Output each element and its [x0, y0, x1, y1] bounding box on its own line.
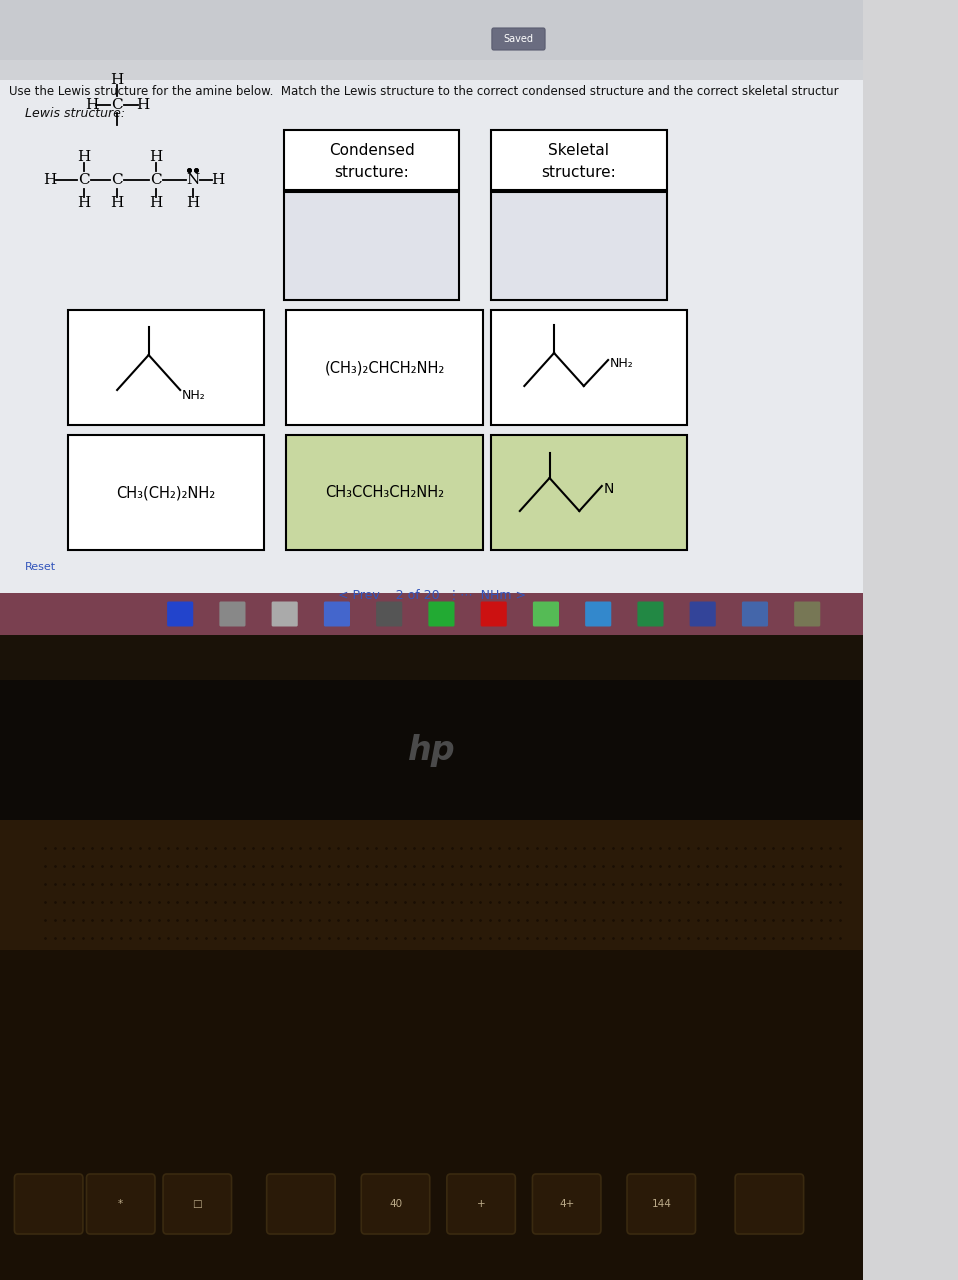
FancyBboxPatch shape: [446, 1174, 515, 1234]
Bar: [286, 435, 483, 550]
Bar: [0, 60, 863, 81]
Text: hp: hp: [408, 733, 455, 767]
Text: CH₃CCH₃CH₂NH₂: CH₃CCH₃CH₂NH₂: [325, 485, 445, 500]
Text: H: H: [149, 150, 163, 164]
FancyBboxPatch shape: [376, 602, 402, 626]
Text: *: *: [118, 1199, 124, 1210]
Text: 4+: 4+: [559, 1199, 574, 1210]
Text: H: H: [110, 73, 124, 87]
Text: structure:: structure:: [334, 165, 409, 179]
FancyBboxPatch shape: [86, 1174, 155, 1234]
Bar: [0, 593, 863, 635]
Bar: [491, 310, 688, 425]
FancyBboxPatch shape: [794, 602, 820, 626]
Text: NH₂: NH₂: [610, 357, 633, 370]
Bar: [491, 131, 667, 189]
Text: H: H: [212, 173, 224, 187]
Text: N: N: [186, 173, 199, 187]
Text: □: □: [193, 1199, 202, 1210]
Text: 144: 144: [651, 1199, 672, 1210]
Text: H: H: [136, 99, 149, 113]
Text: N: N: [604, 483, 614, 497]
Bar: [0, 0, 863, 60]
FancyBboxPatch shape: [361, 1174, 430, 1234]
Text: H: H: [43, 173, 57, 187]
Text: +: +: [477, 1199, 486, 1210]
Text: C: C: [150, 173, 162, 187]
FancyBboxPatch shape: [163, 1174, 232, 1234]
Text: H: H: [78, 150, 90, 164]
Text: Skeletal: Skeletal: [548, 142, 609, 157]
FancyBboxPatch shape: [627, 1174, 696, 1234]
Text: H: H: [110, 196, 124, 210]
Text: structure:: structure:: [541, 165, 616, 179]
Text: Condensed: Condensed: [329, 142, 415, 157]
Bar: [0, 0, 863, 680]
FancyBboxPatch shape: [585, 602, 611, 626]
Bar: [284, 192, 460, 300]
Bar: [68, 435, 264, 550]
FancyBboxPatch shape: [324, 602, 350, 626]
Text: Saved: Saved: [503, 35, 533, 44]
FancyBboxPatch shape: [428, 602, 454, 626]
FancyBboxPatch shape: [533, 602, 559, 626]
FancyBboxPatch shape: [491, 28, 545, 50]
Text: C: C: [111, 99, 123, 113]
Text: Lewis structure:: Lewis structure:: [25, 108, 125, 120]
Text: 40: 40: [389, 1199, 402, 1210]
FancyBboxPatch shape: [14, 1174, 83, 1234]
Bar: [0, 950, 863, 1280]
FancyBboxPatch shape: [481, 602, 507, 626]
Text: (CH₃)₂CHCH₂NH₂: (CH₃)₂CHCH₂NH₂: [325, 360, 445, 375]
FancyBboxPatch shape: [735, 1174, 804, 1234]
FancyBboxPatch shape: [167, 602, 194, 626]
Text: H: H: [85, 99, 99, 113]
Bar: [286, 310, 483, 425]
FancyBboxPatch shape: [266, 1174, 335, 1234]
Text: < Prev    2 of 20  ⋮⋯  NHm >: < Prev 2 of 20 ⋮⋯ NHm >: [337, 589, 526, 602]
Text: H: H: [186, 196, 199, 210]
Bar: [0, 820, 863, 950]
FancyBboxPatch shape: [690, 602, 716, 626]
Bar: [491, 435, 688, 550]
Text: C: C: [111, 173, 123, 187]
Bar: [68, 310, 264, 425]
Bar: [0, 635, 863, 680]
FancyBboxPatch shape: [637, 602, 664, 626]
Text: C: C: [78, 173, 90, 187]
Text: Use the Lewis structure for the amine below.  Match the Lewis structure to the c: Use the Lewis structure for the amine be…: [9, 84, 838, 99]
Text: Reset: Reset: [25, 562, 57, 572]
FancyBboxPatch shape: [272, 602, 298, 626]
Text: H: H: [149, 196, 163, 210]
FancyBboxPatch shape: [533, 1174, 601, 1234]
Bar: [491, 192, 667, 300]
Text: NH₂: NH₂: [182, 389, 206, 402]
Bar: [0, 680, 863, 820]
Text: CH₃(CH₂)₂NH₂: CH₃(CH₂)₂NH₂: [116, 485, 216, 500]
FancyBboxPatch shape: [219, 602, 245, 626]
Text: H: H: [78, 196, 90, 210]
FancyBboxPatch shape: [741, 602, 768, 626]
Bar: [284, 131, 460, 189]
